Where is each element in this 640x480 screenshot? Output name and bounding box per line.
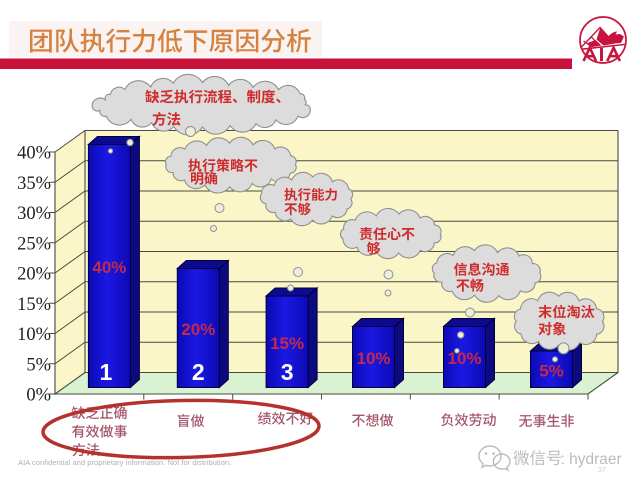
svg-text:10%: 10% [17, 325, 51, 345]
svg-text:3: 3 [281, 359, 294, 385]
svg-text:5%: 5% [26, 355, 51, 375]
svg-text:40%: 40% [92, 258, 126, 277]
svg-text:2: 2 [192, 359, 205, 385]
svg-text:1: 1 [100, 359, 113, 385]
svg-text:35%: 35% [17, 174, 51, 194]
svg-text:40%: 40% [17, 144, 51, 164]
svg-text:20%: 20% [17, 265, 51, 285]
svg-text:: hydraer: : hydraer [561, 451, 622, 468]
svg-text:30%: 30% [17, 204, 51, 224]
svg-text:15%: 15% [17, 295, 51, 315]
svg-text:37: 37 [598, 467, 606, 474]
svg-text:5%: 5% [539, 361, 564, 380]
svg-text:10%: 10% [447, 349, 481, 368]
svg-text:10%: 10% [356, 349, 390, 368]
svg-text:25%: 25% [17, 234, 51, 254]
svg-text:0%: 0% [26, 386, 51, 406]
svg-text:AIA confidential and proprieta: AIA confidential and proprietary informa… [18, 458, 231, 467]
svg-text:15%: 15% [270, 334, 304, 353]
svg-text:20%: 20% [181, 320, 215, 339]
